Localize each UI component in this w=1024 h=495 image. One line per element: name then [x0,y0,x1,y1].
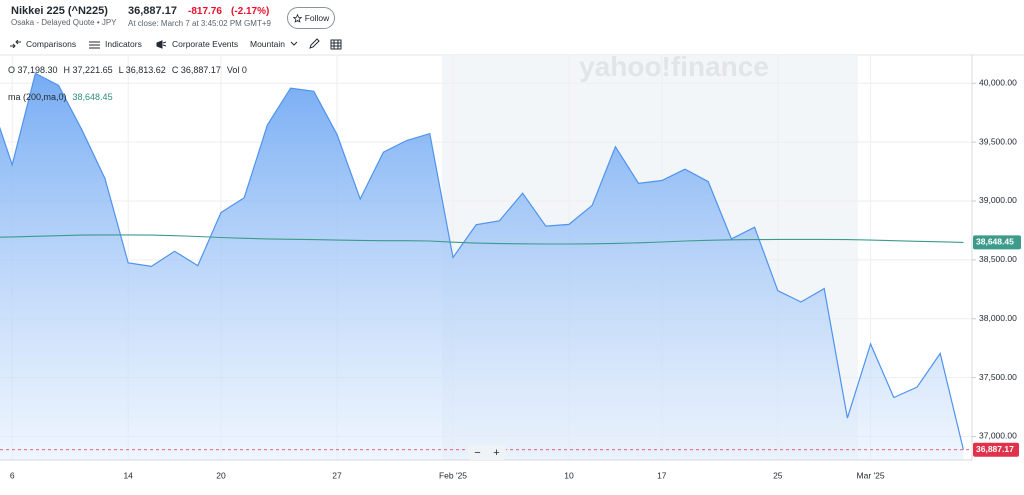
last-price-label: 36,887.17 [976,444,1014,454]
toolbar-label: Corporate Events [172,39,239,49]
legend-label: ma (200,ma,0) [8,92,67,102]
toolbar-chart-type[interactable]: Mountain [250,39,298,49]
close-time: At close: March 7 at 3:45:02 PM GMT+9 [128,19,271,28]
follow-label: Follow [304,13,330,23]
quote-title: Nikkei 225 (^N225) [11,5,108,17]
ohlc-item: C 36,887.17 [171,65,221,75]
price-line [0,72,964,450]
ma-tag-label: 38,648.45 [976,237,1014,247]
star-icon [292,13,302,23]
ohlc-item: L 36,813.62 [118,65,166,75]
x-tick-label: Feb '25 [439,470,467,480]
toolbar-comparisons[interactable]: Comparisons [10,39,76,49]
last-price-tag [973,442,1019,457]
axes: 37,000.00 37,500.00 38,000.00 38,500.00 39,0… [10,78,1021,480]
y-tick-label: 38,000.00 [979,313,1017,323]
zoom-in[interactable]: + [493,446,500,459]
ohlc-item: O 37,198.30 [8,65,58,75]
x-tick-label: 6 [10,470,15,480]
ohlc-item: Vol 0 [226,65,247,75]
y-tick-label: 40,000.00 [979,78,1017,88]
x-tick-label: 14 [123,470,133,480]
x-tick-label: 10 [564,470,574,480]
zoom-out[interactable]: − [474,446,481,459]
x-tick-label: Mar '25 [857,470,885,480]
toolbar-corporate-events[interactable]: Corporate Events [156,39,238,49]
y-tick-label: 37,500.00 [979,372,1017,382]
ma-tag [973,235,1021,250]
y-tick-label: 37,000.00 [979,431,1017,441]
chevron-icon [290,41,298,46]
y-tick-label: 39,000.00 [979,195,1017,205]
price-area [0,73,964,460]
draw-tool[interactable] [308,38,320,50]
comparisons-icon [10,40,21,48]
ohlc-readout: O 37,198.30 H 37,221.65 L 36,813.62 C 36,88… [8,65,247,75]
x-tick-label: 25 [773,470,783,480]
toolbar-indicators[interactable]: Indicators [89,39,142,49]
x-tick-label: 27 [332,470,342,480]
toolbar-label: Comparisons [26,39,77,49]
indicators-icon [89,41,100,48]
x-tick-label: 17 [657,470,667,480]
plot [0,72,972,460]
quote-change: -817.76 [188,6,222,17]
toolbar-label: Mountain [250,39,285,49]
zoom-controls: − + [468,445,506,460]
toolbar-label: Indicators [105,39,142,49]
y-tick-label: 39,500.00 [979,136,1017,146]
ma-legend: ma (200,ma,0) 38,648.45 [8,92,113,102]
ma-line [0,234,964,245]
y-tick-label: 38,500.00 [979,254,1017,264]
ohlc-item: H 37,221.65 [63,65,113,75]
quote-subtitle: Osaka - Delayed Quote • JPY [11,18,117,27]
watermark: yahoo!finance [579,51,769,82]
quote-change-percent: (-2.17%) [231,6,270,17]
quote-price: 36,887.17 [128,5,177,17]
table-tool[interactable] [330,38,342,50]
x-tick-label: 20 [216,470,226,480]
legend-value: 38,648.45 [72,92,113,102]
follow-button[interactable]: Follow [287,7,335,29]
events-icon [156,39,167,49]
